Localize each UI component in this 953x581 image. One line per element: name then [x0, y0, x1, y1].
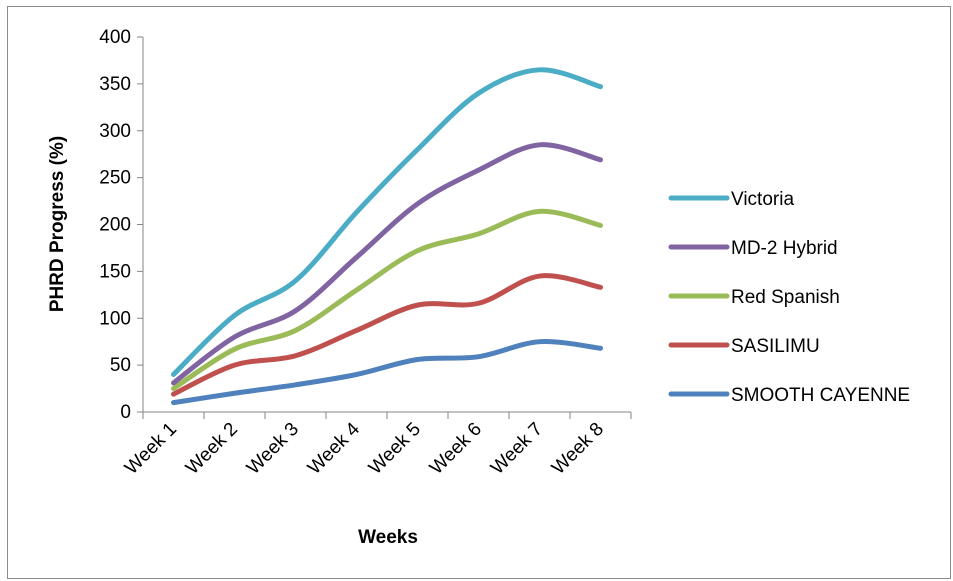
axes [137, 36, 632, 419]
series-lines [171, 67, 603, 406]
y-tick-label: 50 [110, 355, 131, 376]
x-axis-title: Weeks [358, 527, 418, 548]
series-line-smooth-cayenne [171, 339, 603, 406]
y-tick-label: 200 [99, 215, 131, 236]
chart-area [7, 6, 951, 579]
x-tick-label: Week 6 [426, 419, 486, 479]
x-tick-label: Week 7 [487, 419, 547, 479]
x-tick-label: Week 1 [121, 419, 181, 479]
legend-label-md-2-hybrid: MD-2 Hybrid [731, 238, 838, 259]
series-line-victoria [171, 67, 603, 377]
y-axis-title: PHRD Progress (%) [47, 136, 68, 312]
y-axis-ticks: 0 50 100 150 200 250 300 350 400 [99, 27, 131, 423]
series-line-md-2-hybrid [171, 142, 603, 386]
x-tick-label: Week 5 [365, 419, 425, 479]
y-tick-label: 150 [99, 261, 131, 282]
x-axis-ticks: Week 1 Week 2 Week 3 Week 4 Week 5 Week 6 Week… [121, 418, 608, 478]
y-tick-label: 400 [99, 27, 131, 48]
y-tick-label: 250 [99, 168, 131, 189]
series-line-red-spanish [171, 208, 603, 392]
x-tick-label: Week 8 [548, 419, 608, 479]
y-tick-label: 100 [99, 308, 131, 329]
y-tick-label: 350 [99, 74, 131, 95]
legend-label-red-spanish: Red Spanish [731, 287, 840, 308]
x-tick-label: Week 2 [182, 419, 242, 479]
y-tick-label: 300 [99, 121, 131, 142]
series-line-sasilimu [171, 273, 603, 397]
legend: Victoria MD-2 Hybrid Red Spanish SASILIMU SM… [668, 189, 910, 406]
y-tick-label: 0 [120, 402, 131, 423]
x-tick-label: Week 3 [243, 419, 303, 479]
legend-label-sasilimu: SASILIMU [731, 336, 820, 357]
x-tick-label: Week 4 [304, 418, 364, 478]
legend-label-victoria: Victoria [731, 189, 794, 210]
legend-label-smooth-cayenne: SMOOTH CAYENNE [731, 385, 910, 406]
